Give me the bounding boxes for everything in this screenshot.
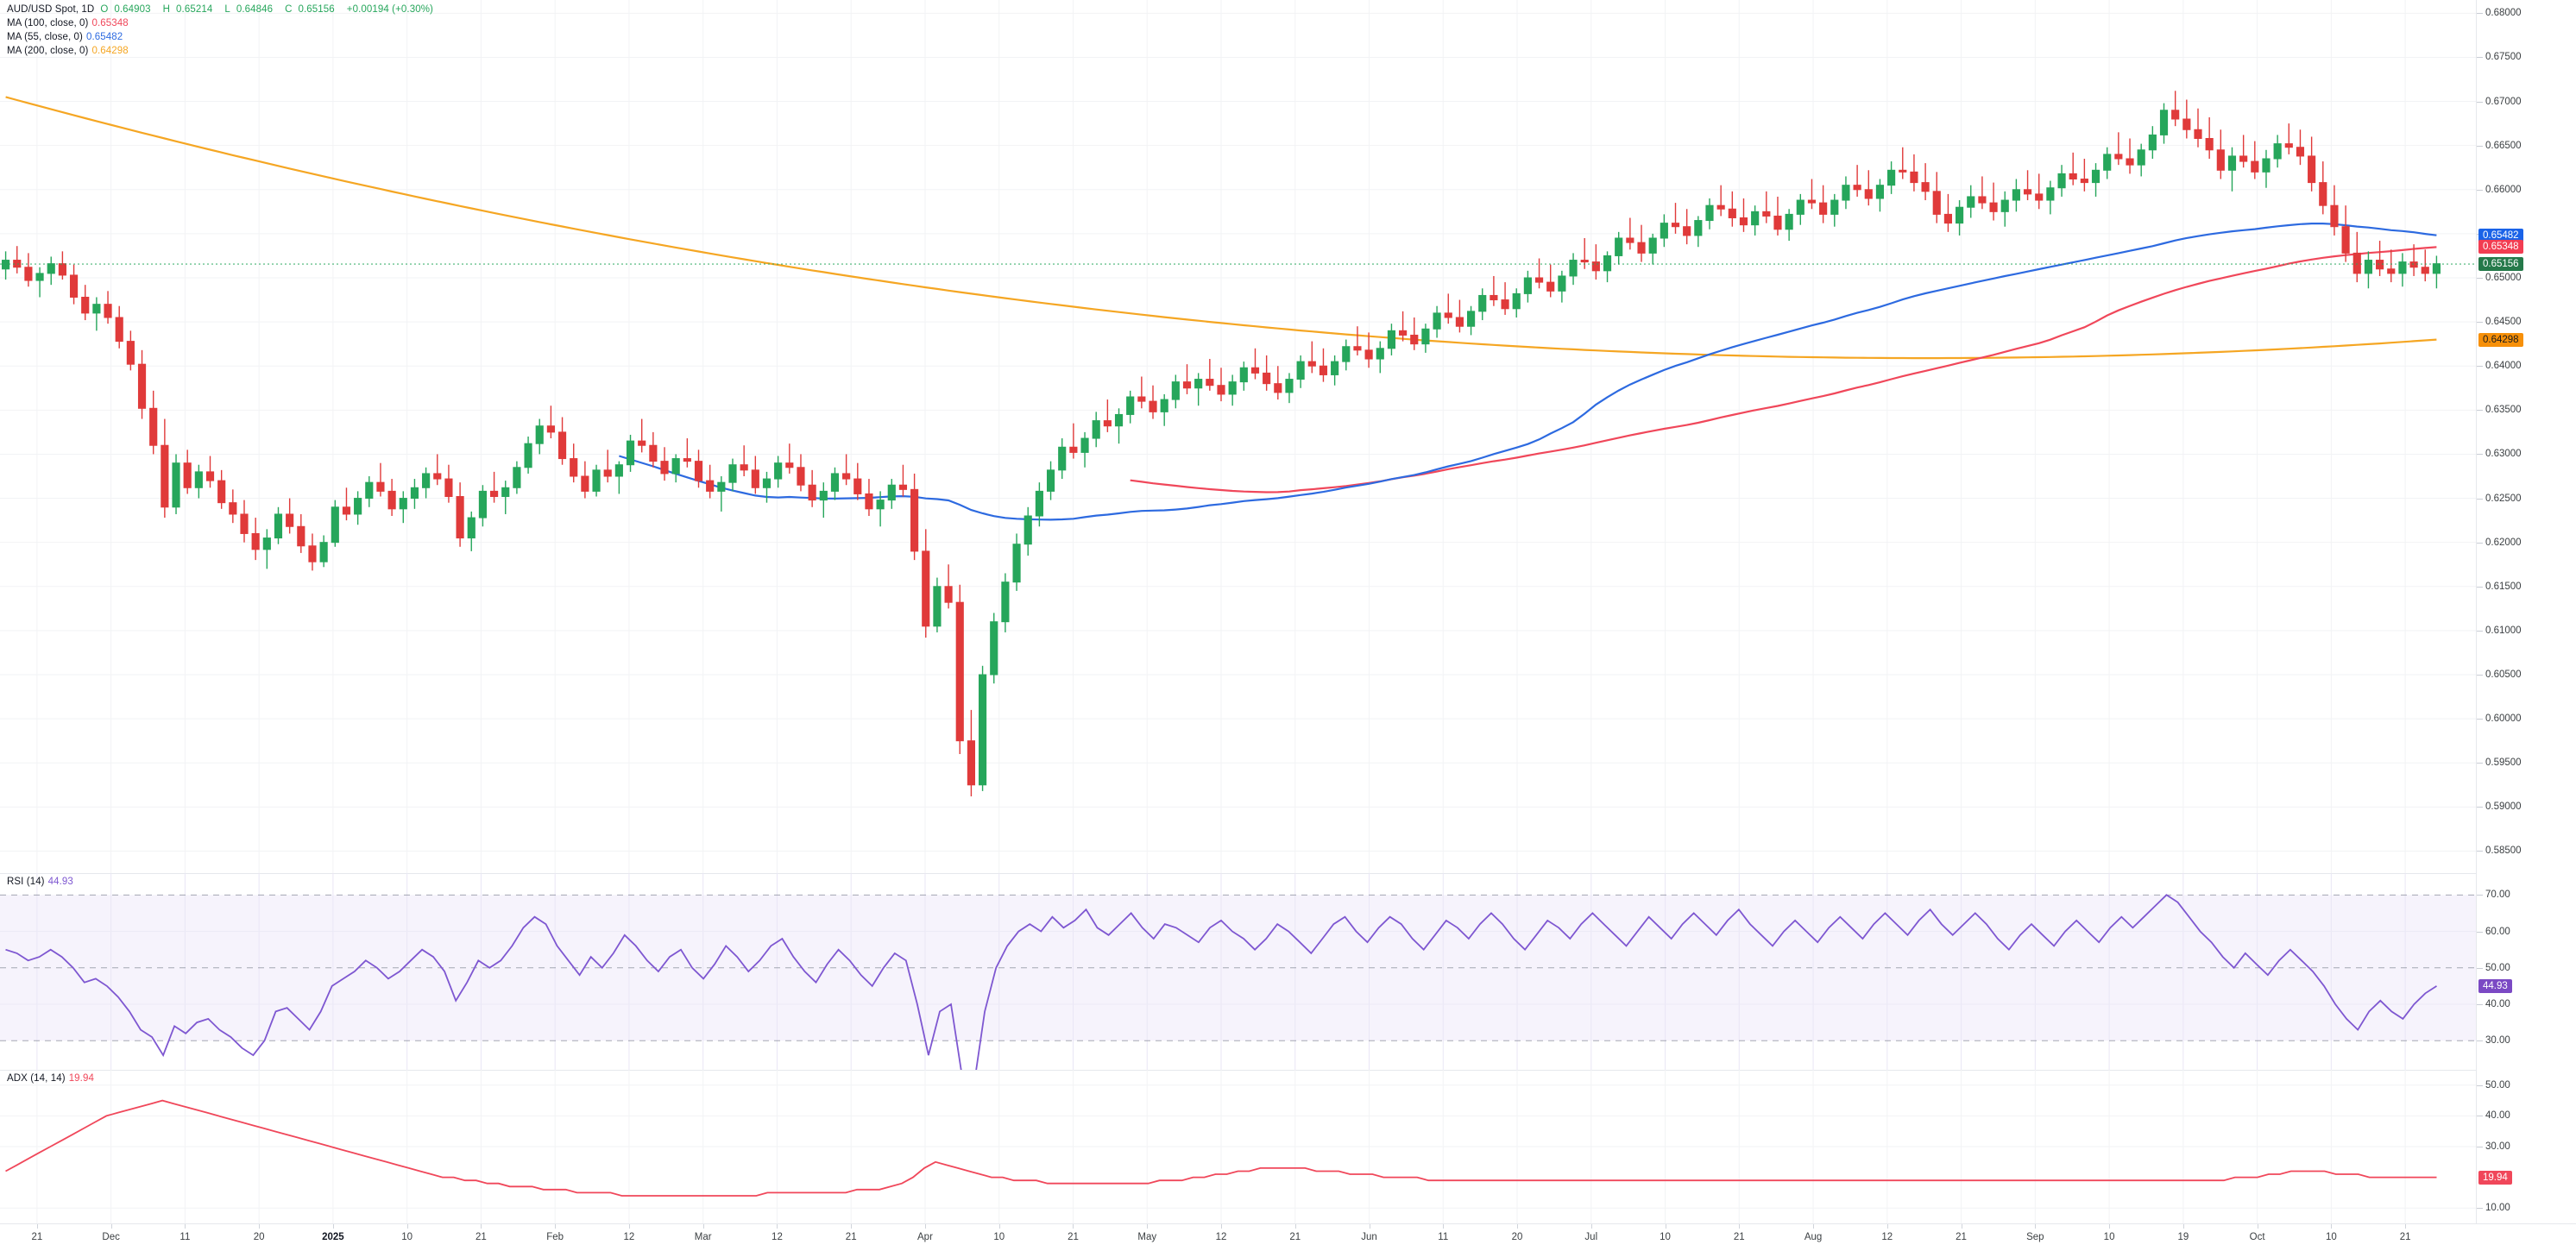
time-tick: 10: [1660, 1232, 1671, 1242]
adx-axis[interactable]: 50.00 40.00 30.00 10.00 19.94: [2476, 1070, 2576, 1223]
rsi-tick: 40.00: [2485, 999, 2510, 1009]
time-tick: 20: [1511, 1232, 1523, 1242]
price-tick: 0.59500: [2485, 758, 2522, 769]
adx-legend[interactable]: ADX (14, 14) 19.94: [7, 1072, 94, 1086]
change-label: +0.00194 (+0.30%): [346, 4, 433, 15]
price-tick: 0.61500: [2485, 581, 2522, 592]
time-tick: 12: [623, 1232, 635, 1242]
price-tick: 0.67500: [2485, 52, 2522, 63]
price-tick: 0.64000: [2485, 361, 2522, 372]
rsi-tick: 70.00: [2485, 890, 2510, 901]
time-tick: 12: [1215, 1232, 1227, 1242]
rsi-value: 44.93: [47, 877, 73, 887]
price-axis[interactable]: 0.680000.675000.670000.665000.660000.655…: [2476, 0, 2576, 873]
ma55-price-badge[interactable]: 0.65482: [2478, 228, 2523, 242]
time-tick: Oct: [2249, 1232, 2265, 1242]
time-tick: 10: [993, 1232, 1005, 1242]
rsi-legend[interactable]: RSI (14) 44.93: [7, 876, 73, 890]
legend-ma55[interactable]: MA (55, close, 0) 0.65482: [7, 32, 123, 42]
legend-ohlc: AUD/USD Spot, 1D O 0.64903 H 0.65214 L 0.64846…: [7, 3, 439, 16]
open-label: O 0.64903: [100, 4, 151, 15]
low-label: L 0.64846: [224, 4, 274, 15]
time-tick: 10: [2103, 1232, 2115, 1242]
price-tick: 0.63500: [2485, 405, 2522, 416]
price-tick: 0.63000: [2485, 449, 2522, 460]
ma200-price-badge[interactable]: 0.64298: [2478, 332, 2523, 347]
price-tick: 0.58500: [2485, 846, 2522, 857]
chart-legend: AUD/USD Spot, 1D O 0.64903 H 0.65214 L 0.64846…: [7, 3, 439, 59]
price-tick: 0.62500: [2485, 493, 2522, 504]
time-tick: 10: [2325, 1232, 2337, 1242]
time-tick: 11: [1438, 1232, 1449, 1242]
price-tick: 0.68000: [2485, 8, 2522, 19]
time-tick: 12: [772, 1232, 783, 1242]
adx-tick: 40.00: [2485, 1110, 2510, 1122]
time-tick: May: [1137, 1232, 1157, 1242]
price-plot-area[interactable]: [0, 0, 2477, 873]
time-tick: 21: [1733, 1232, 1745, 1242]
time-tick: 11: [180, 1232, 191, 1242]
rsi-panel: 70.00 60.00 50.00 40.00 30.00 44.93 RSI (14) 4…: [0, 873, 2576, 1070]
rsi-axis[interactable]: 70.00 60.00 50.00 40.00 30.00 44.93: [2476, 873, 2576, 1070]
adx-label: ADX (14, 14): [7, 1073, 66, 1084]
time-tick: 10: [401, 1232, 413, 1242]
time-tick: 21: [2399, 1232, 2411, 1242]
rsi-tick: 30.00: [2485, 1035, 2510, 1047]
adx-tick: 50.00: [2485, 1079, 2510, 1091]
time-tick: Sep: [2026, 1232, 2044, 1242]
time-tick: Apr: [917, 1232, 933, 1242]
price-tick: 0.60500: [2485, 670, 2522, 680]
time-tick: 20: [253, 1232, 265, 1242]
legend-ma200[interactable]: MA (200, close, 0) 0.64298: [7, 46, 129, 56]
price-tick: 0.60000: [2485, 714, 2522, 725]
adx-value-badge[interactable]: 19.94: [2478, 1170, 2512, 1185]
price-tick: 0.62000: [2485, 537, 2522, 548]
time-tick: Dec: [102, 1232, 120, 1242]
rsi-plot-area[interactable]: [0, 873, 2477, 1070]
adx-value: 19.94: [68, 1073, 94, 1084]
price-tick: 0.59000: [2485, 802, 2522, 813]
price-candles: [0, 0, 2477, 873]
time-tick: Feb: [546, 1232, 564, 1242]
price-tick: 0.61000: [2485, 625, 2522, 636]
time-tick: Mar: [694, 1232, 712, 1242]
adx-plot-area[interactable]: [0, 1070, 2477, 1223]
price-panel: 0.680000.675000.670000.665000.660000.655…: [0, 0, 2576, 873]
ma100-price-badge[interactable]: 0.65348: [2478, 240, 2523, 255]
price-tick: 0.66000: [2485, 184, 2522, 195]
time-tick: 21: [1289, 1232, 1301, 1242]
symbol-label: AUD/USD Spot, 1D: [7, 4, 95, 15]
legend-ma100[interactable]: MA (100, close, 0) 0.65348: [7, 18, 129, 28]
time-tick: 2025: [322, 1232, 344, 1242]
time-tick: Jul: [1584, 1232, 1598, 1242]
time-tick: 21: [1956, 1232, 1967, 1242]
high-label: H 0.65214: [162, 4, 213, 15]
adx-line: [0, 1070, 2477, 1223]
time-tick: Aug: [1804, 1232, 1823, 1242]
last-price-badge[interactable]: 0.65156: [2478, 257, 2523, 272]
time-axis[interactable]: 21 Dec 11 20 2025 10 21 Feb 12 Mar 12 21 Apr 10 21 May 1…: [0, 1223, 2576, 1251]
rsi-value-badge[interactable]: 44.93: [2478, 979, 2512, 994]
time-tick: 19: [2177, 1232, 2189, 1242]
price-tick: 0.66500: [2485, 140, 2522, 151]
adx-tick: 10.00: [2485, 1203, 2510, 1214]
adx-panel: 50.00 40.00 30.00 10.00 19.94 ADX (14, 14) 19…: [0, 1070, 2576, 1223]
rsi-tick: 50.00: [2485, 962, 2510, 973]
rsi-tick: 60.00: [2485, 926, 2510, 937]
time-tick: 21: [31, 1232, 43, 1242]
time-tick: 21: [1068, 1232, 1079, 1242]
price-tick: 0.64500: [2485, 317, 2522, 328]
rsi-label: RSI (14): [7, 877, 45, 887]
price-tick: 0.67000: [2485, 96, 2522, 107]
price-tick: 0.65000: [2485, 273, 2522, 283]
adx-tick: 30.00: [2485, 1141, 2510, 1152]
close-label: C 0.65156: [285, 4, 335, 15]
time-tick: Jun: [1361, 1232, 1377, 1242]
time-tick: 21: [845, 1232, 857, 1242]
time-tick: 21: [476, 1232, 487, 1242]
rsi-line: [0, 873, 2477, 1070]
time-tick: 12: [1881, 1232, 1893, 1242]
